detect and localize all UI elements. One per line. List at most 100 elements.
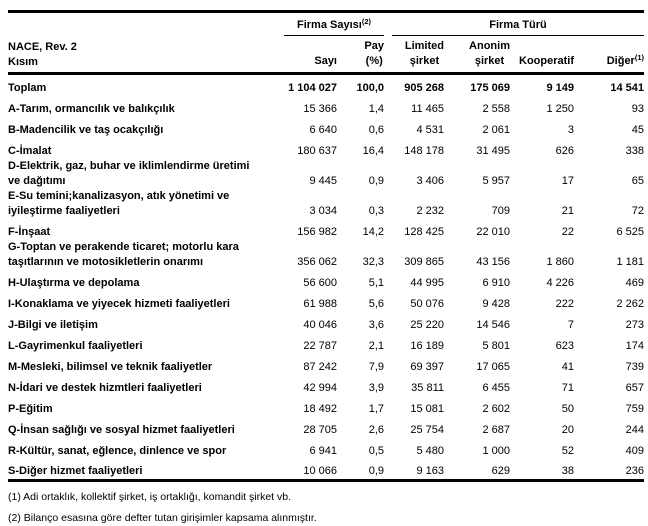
cell-value: 3,9: [368, 382, 384, 394]
cell-value: 3: [567, 124, 574, 136]
cell-value: 0,3: [368, 205, 384, 217]
cell-value: 5 480: [416, 445, 444, 457]
cell-value: 56 600: [303, 277, 337, 289]
row-label: S-Diğer hizmet faaliyetleri: [8, 459, 276, 482]
cell-value: 61 988: [303, 298, 337, 310]
cell-value: 4 531: [416, 124, 444, 136]
row-label: E-Su temini;kanalizasyon, atık yönetimi …: [8, 190, 230, 217]
table-row: H-Ulaştırma ve depolama 56 600 5,1 44 99…: [8, 270, 644, 291]
cell-value: 1 104 027: [288, 82, 337, 94]
table-row: F-İnşaat 156 982 14,2 128 425 22 010 22 …: [8, 219, 644, 240]
cell-value: 42 994: [303, 382, 337, 394]
cell-value: 469: [625, 277, 645, 289]
cell-value: 41: [561, 361, 574, 373]
cell-value: 0,5: [368, 445, 384, 457]
cell-value: 50 076: [410, 298, 444, 310]
cell-value: 38: [510, 459, 574, 482]
cell-value: 1,7: [368, 403, 384, 415]
cell-value: 657: [625, 382, 645, 394]
cell-value: 15 081: [410, 403, 444, 415]
cell-value: 22 787: [303, 340, 337, 352]
row-label: B-Madencilik ve taş ocakçılığı: [8, 124, 164, 136]
group-firma-turu-label: Firma Türü: [392, 18, 645, 36]
row-label: D-Elektrik, gaz, buhar ve iklimlendirme …: [8, 160, 250, 187]
table-row: Q-İnsan sağlığı ve sosyal hizmet faaliye…: [8, 417, 644, 438]
cell-value: 222: [555, 298, 574, 310]
cell-value: 17: [561, 175, 574, 187]
table-row: G-Toptan ve perakende ticaret; motorlu k…: [8, 240, 644, 270]
cell-value: 14 546: [476, 319, 510, 331]
cell-value: 6 525: [616, 226, 645, 238]
cell-value: 5,1: [368, 277, 384, 289]
group-header-firma-turu: Firma Türü: [384, 12, 645, 36]
cell-value: 0,9: [368, 175, 384, 187]
cell-value: 45: [631, 124, 645, 136]
column-header-diger: Diğer(1): [574, 36, 645, 75]
row-label: I-Konaklama ve yiyecek hizmeti faaliyetl…: [8, 298, 230, 310]
cell-value: 28 705: [303, 424, 337, 436]
cell-value: 2 061: [482, 124, 510, 136]
cell-value: 32,3: [362, 256, 384, 268]
cell-value: 71: [561, 382, 574, 394]
cell-value: 21: [561, 205, 574, 217]
footnote-1: (1) Adi ortaklık, kollektif şirket, iş o…: [8, 490, 292, 503]
cell-value: 1 000: [482, 445, 510, 457]
row-label: M-Mesleki, bilimsel ve teknik faaliyetle…: [8, 361, 213, 373]
column-header-limited-sirket: Limited şirket: [384, 36, 444, 75]
cell-value: 174: [625, 340, 645, 352]
cell-value: 4 226: [546, 277, 574, 289]
table-body: Toplam 1 104 027 100,0 905 268 175 069 9…: [8, 74, 645, 482]
row-label: Q-İnsan sağlığı ve sosyal hizmet faaliye…: [8, 424, 235, 436]
row-label: L-Gayrimenkul faaliyetleri: [8, 340, 143, 352]
row-label: R-Kültür, sanat, eğlence, dinlence ve sp…: [8, 445, 227, 457]
cell-value: 1,4: [368, 103, 384, 115]
cell-value: 14,2: [362, 226, 384, 238]
row-label: N-İdari ve destek hizmtleri faaliyetleri: [8, 382, 202, 394]
row-label: Toplam: [8, 82, 47, 94]
cell-value: 65: [631, 175, 645, 187]
cell-value: 759: [625, 403, 645, 415]
row-label: H-Ulaştırma ve depolama: [8, 277, 140, 289]
cell-value: 148 178: [404, 145, 444, 157]
cell-value: 6 640: [309, 124, 337, 136]
table-header: NACE, Rev. 2 Kısım Firma Sayısı(2) Firma…: [8, 11, 645, 75]
cell-value: 44 995: [410, 277, 444, 289]
cell-value: 626: [555, 145, 574, 157]
cell-value: 2 687: [482, 424, 510, 436]
cell-value: 50: [561, 403, 574, 415]
cell-value: 709: [491, 205, 510, 217]
table-row: R-Kültür, sanat, eğlence, dinlence ve sp…: [8, 438, 644, 459]
cell-value: 87 242: [303, 361, 337, 373]
cell-value: 1 181: [616, 256, 645, 268]
cell-value: 9 445: [309, 175, 337, 187]
table-row: C-İmalat 180 637 16,4 148 178 31 495 626…: [8, 138, 644, 159]
cell-value: 2 262: [616, 298, 645, 310]
cell-value: 35 811: [411, 382, 444, 394]
table-row: P-Eğitim 18 492 1,7 15 081 2 602 50 759: [8, 396, 644, 417]
footnotes: (1) Adi ortaklık, kollektif şirket, iş o…: [8, 491, 648, 525]
cell-value: 6 910: [482, 277, 510, 289]
cell-value: 40 046: [303, 319, 337, 331]
cell-value: 1 250: [546, 103, 574, 115]
row-label: G-Toptan ve perakende ticaret; motorlu k…: [8, 241, 239, 268]
cell-value: 52: [561, 445, 574, 457]
cell-value: 128 425: [404, 226, 444, 238]
cell-value: 31 495: [476, 145, 510, 157]
footnote-2-marker: (2): [361, 17, 371, 26]
footnote-1-marker: (1): [634, 53, 645, 62]
cell-value: 15 366: [303, 103, 337, 115]
table-row: E-Su temini;kanalizasyon, atık yönetimi …: [8, 189, 644, 219]
footnote-2: (2) Bilanço esasına göre defter tutan gi…: [8, 511, 317, 524]
cell-value: 9 428: [482, 298, 510, 310]
cell-value: 11 465: [411, 103, 444, 115]
cell-value: 5 801: [482, 340, 510, 352]
row-label: C-İmalat: [8, 145, 52, 157]
cell-value: 16 189: [410, 340, 444, 352]
table-row: S-Diğer hizmet faaliyetleri 10 066 0,9 9…: [8, 459, 645, 482]
group-firma-sayisi-label: Firma Sayısı(2): [284, 18, 384, 36]
cell-value: 356 062: [297, 256, 337, 268]
table-row: J-Bilgi ve iletişim 40 046 3,6 25 220 14…: [8, 312, 644, 333]
table-row: N-İdari ve destek hizmtleri faaliyetleri…: [8, 375, 644, 396]
cell-value: 2 602: [482, 403, 510, 415]
